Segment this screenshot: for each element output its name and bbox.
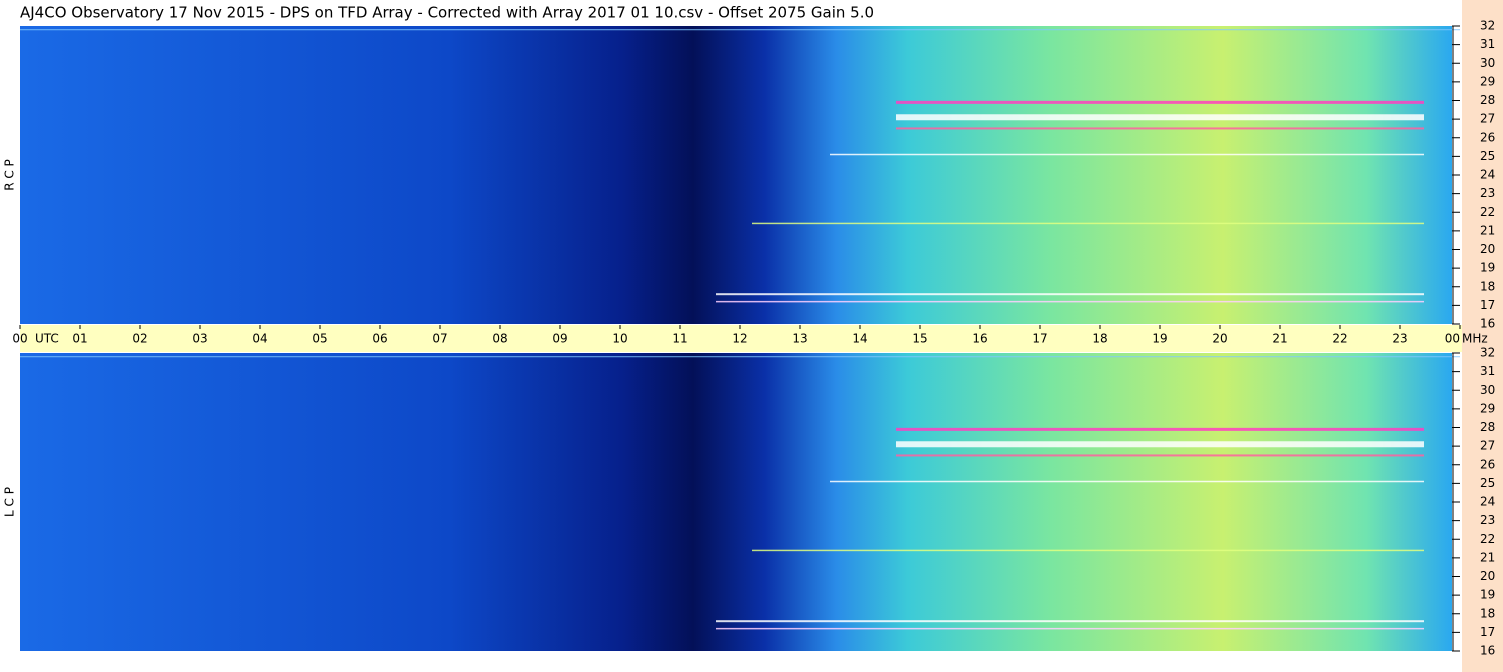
x-tick-label: 04 — [252, 332, 267, 346]
spectral-band — [896, 441, 1424, 448]
spectral-band — [716, 293, 1424, 296]
scale-panel — [1462, 0, 1503, 672]
y-tick-label: 26 — [1480, 130, 1495, 144]
y-tick-label: 30 — [1480, 56, 1495, 70]
y-tick-label: 18 — [1480, 606, 1495, 620]
x-tick-label: 10 — [612, 332, 627, 346]
y-tick-label: 24 — [1480, 495, 1495, 509]
chart-title: AJ4CO Observatory 17 Nov 2015 - DPS on T… — [20, 4, 874, 22]
y-tick-label: 16 — [1480, 317, 1495, 331]
spectral-band — [716, 300, 1424, 303]
y-tick-label: 29 — [1480, 401, 1495, 415]
y-tick-label: 18 — [1480, 279, 1495, 293]
y-tick-label: 19 — [1480, 588, 1495, 602]
spectral-band — [752, 222, 1424, 225]
y-tick-label: 27 — [1480, 112, 1495, 126]
x-tick-label: 09 — [552, 332, 567, 346]
y-tick-label: 23 — [1480, 186, 1495, 200]
y-axis-label: L C P — [3, 487, 17, 517]
y-tick-label: 28 — [1480, 93, 1495, 107]
x-tick-label: 03 — [192, 332, 207, 346]
y-tick-label: 25 — [1480, 149, 1495, 163]
x-tick-label: 01 — [72, 332, 87, 346]
spectral-band — [716, 627, 1424, 630]
y-tick-label: 32 — [1480, 19, 1495, 33]
x-axis-label: UTC — [35, 332, 59, 346]
x-tick-label: 12 — [732, 332, 747, 346]
y-tick-label: 24 — [1480, 168, 1495, 182]
y-tick-label: 25 — [1480, 476, 1495, 490]
spectrogram — [20, 353, 1452, 651]
x-tick-label: 11 — [672, 332, 687, 346]
y-tick-label: 20 — [1480, 569, 1495, 583]
x-tick-label: 00 — [1445, 332, 1460, 346]
y-tick-label: 22 — [1480, 205, 1495, 219]
x-tick-label: 14 — [852, 332, 867, 346]
y-tick-label: 17 — [1480, 625, 1495, 639]
x-tick-label: 13 — [792, 332, 807, 346]
spectral-band — [716, 620, 1424, 623]
y-tick-label: 26 — [1480, 457, 1495, 471]
y-tick-label: 29 — [1480, 74, 1495, 88]
x-tick-label: 20 — [1212, 332, 1227, 346]
time-band — [20, 325, 1462, 352]
x-tick-label: 02 — [132, 332, 147, 346]
x-tick-label: 17 — [1032, 332, 1047, 346]
x-tick-label: 21 — [1272, 332, 1287, 346]
x-tick-label: 16 — [972, 332, 987, 346]
x-tick-label: 07 — [432, 332, 447, 346]
spectrogram — [20, 26, 1452, 324]
y-tick-label: 32 — [1480, 346, 1495, 360]
x-tick-label: 15 — [912, 332, 927, 346]
x-axis-unit: MHz — [1462, 332, 1488, 346]
spectral-band — [752, 549, 1424, 552]
x-tick-label: 08 — [492, 332, 507, 346]
y-tick-label: 20 — [1480, 242, 1495, 256]
y-tick-label: 21 — [1480, 550, 1495, 564]
spectral-band — [896, 100, 1424, 104]
y-tick-label: 19 — [1480, 261, 1495, 275]
y-tick-label: 30 — [1480, 383, 1495, 397]
spectral-band — [896, 454, 1424, 457]
x-tick-label: 05 — [312, 332, 327, 346]
y-axis-label: R C P — [3, 159, 17, 191]
spectral-band — [896, 114, 1424, 121]
x-tick-label: 06 — [372, 332, 387, 346]
spectral-band — [830, 480, 1424, 483]
spectral-band — [20, 29, 1460, 31]
y-tick-label: 31 — [1480, 364, 1495, 378]
y-tick-label: 28 — [1480, 420, 1495, 434]
y-tick-label: 21 — [1480, 223, 1495, 237]
x-tick-label: 22 — [1332, 332, 1347, 346]
x-tick-label: 18 — [1092, 332, 1107, 346]
y-tick-label: 31 — [1480, 37, 1495, 51]
spectral-band — [896, 427, 1424, 431]
y-tick-label: 16 — [1480, 644, 1495, 658]
x-tick-label: 23 — [1392, 332, 1407, 346]
x-tick-label: 00 — [12, 332, 27, 346]
spectral-band — [830, 153, 1424, 156]
y-tick-label: 27 — [1480, 439, 1495, 453]
y-tick-label: 23 — [1480, 513, 1495, 527]
y-tick-label: 17 — [1480, 298, 1495, 312]
y-tick-label: 22 — [1480, 532, 1495, 546]
spectral-band — [896, 127, 1424, 130]
spectral-band — [20, 356, 1460, 358]
x-tick-label: 19 — [1152, 332, 1167, 346]
